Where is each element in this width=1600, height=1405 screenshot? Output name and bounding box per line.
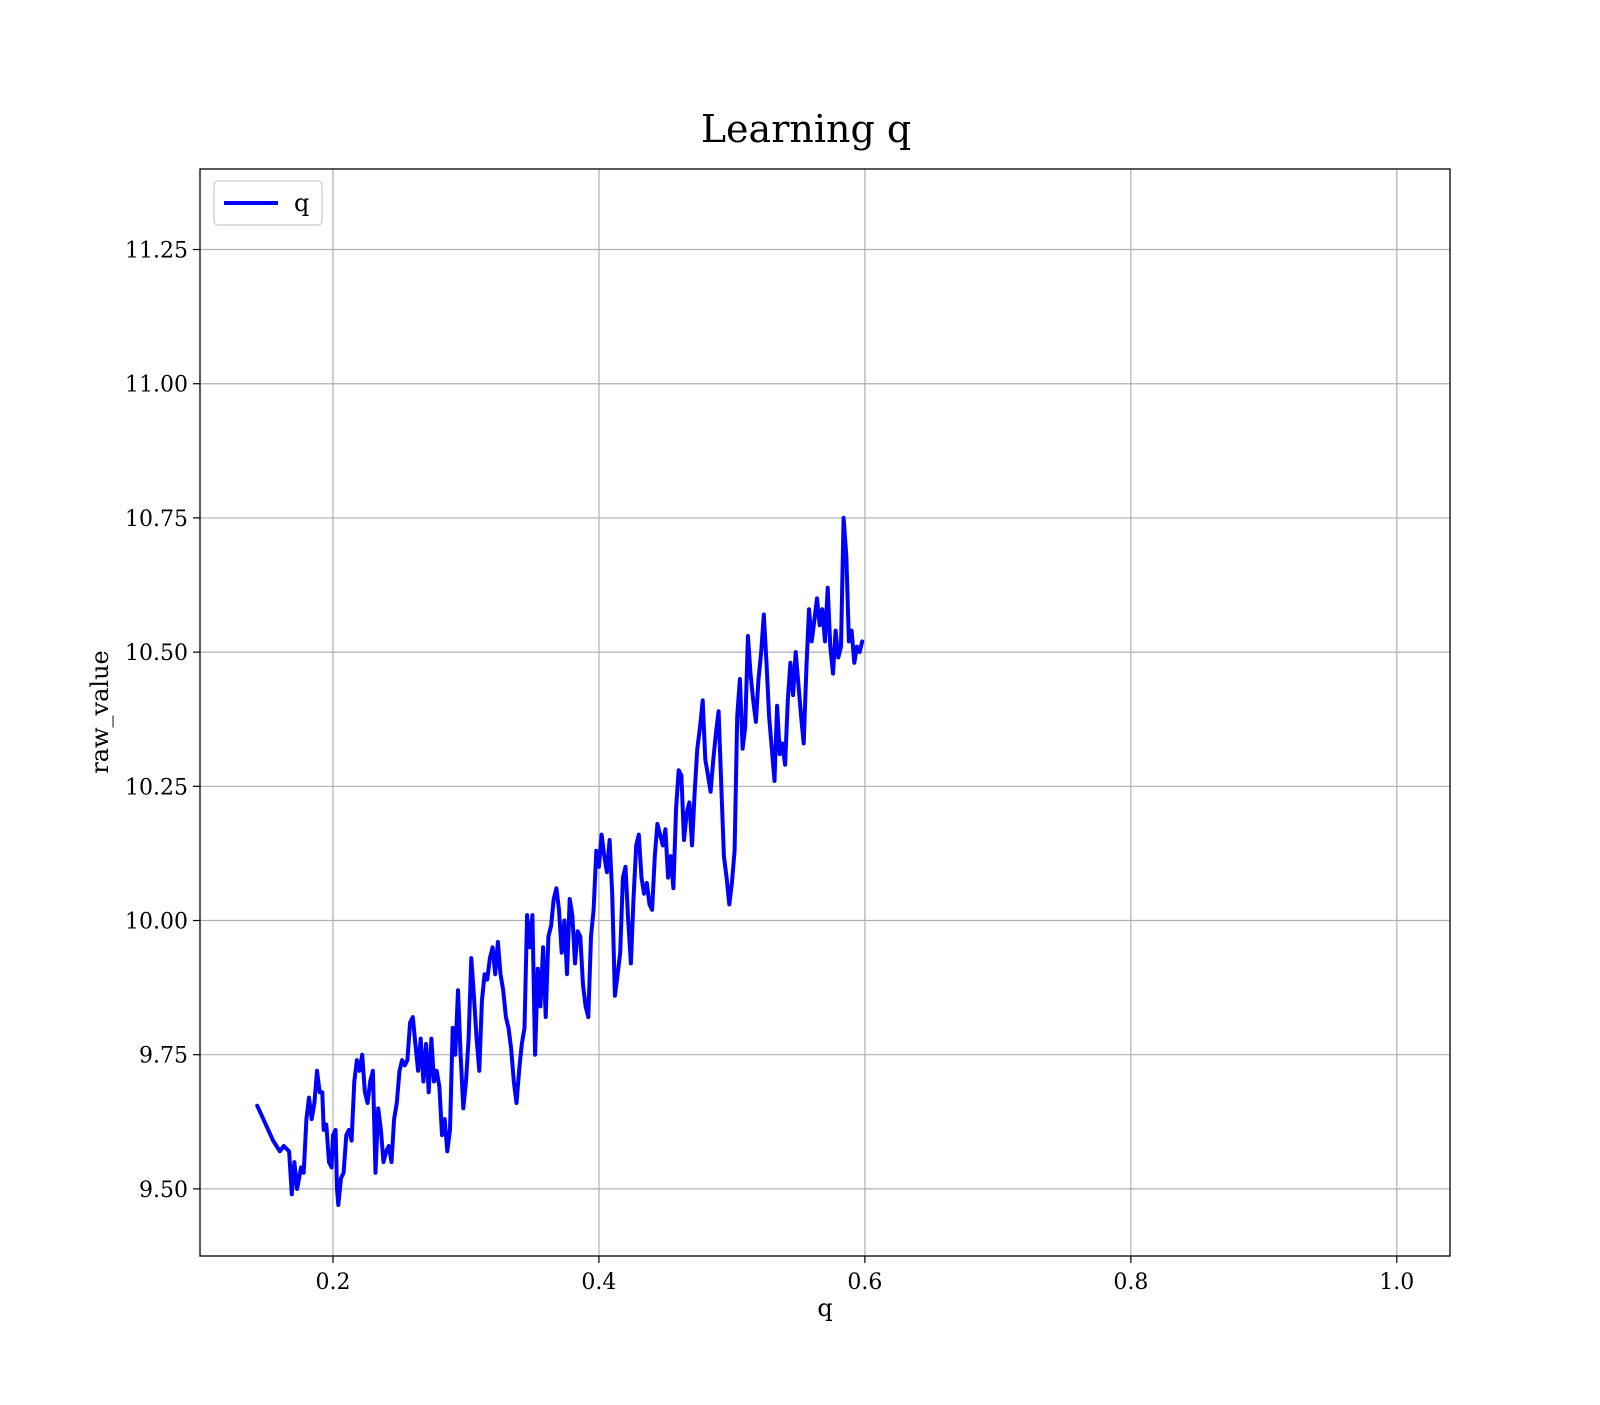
chart-title: Learning q — [701, 107, 911, 151]
series-layer — [257, 518, 862, 1205]
legend: q — [214, 181, 322, 225]
y-tick-label: 10.50 — [125, 641, 188, 666]
x-tick-label: 1.0 — [1379, 1270, 1414, 1295]
y-tick-label: 10.75 — [125, 507, 188, 532]
y-tick-label: 9.75 — [139, 1044, 188, 1069]
y-tick-label: 11.25 — [125, 239, 188, 264]
axis-ticks: 0.2 0.4 0.6 0.8 1.0 9.50 9.75 10.00 10.25 10.50 10… — [125, 239, 1414, 1295]
legend-label-q: q — [294, 189, 309, 217]
series-line-q — [257, 518, 862, 1205]
plot-frame — [200, 169, 1450, 1256]
grid — [200, 169, 1450, 1256]
x-tick-label: 0.2 — [315, 1270, 350, 1295]
x-tick-label: 0.4 — [581, 1270, 616, 1295]
x-axis-label: q — [817, 1294, 832, 1322]
y-tick-label: 11.00 — [125, 373, 188, 398]
y-tick-label: 10.00 — [125, 910, 188, 935]
x-tick-label: 0.6 — [847, 1270, 882, 1295]
x-tick-label: 0.8 — [1113, 1270, 1148, 1295]
y-axis-label: raw_value — [86, 650, 114, 774]
y-tick-label: 9.50 — [139, 1178, 188, 1203]
y-tick-label: 10.25 — [125, 775, 188, 800]
